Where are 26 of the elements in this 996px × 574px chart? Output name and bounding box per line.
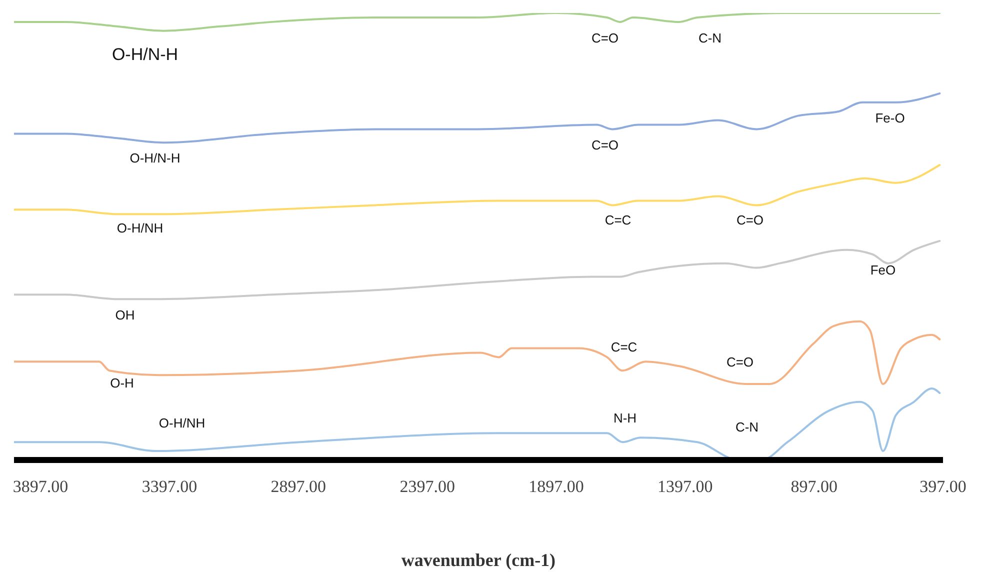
- annotation: C=O: [591, 138, 619, 152]
- x-tick-label: 397.00: [920, 477, 966, 496]
- annotation: C-N: [698, 30, 722, 46]
- annotation: OH: [115, 308, 135, 322]
- x-axis-title: wavenumber (cm-1): [401, 550, 556, 570]
- annotation: O-H: [110, 376, 134, 390]
- annotation: C=O: [736, 212, 764, 228]
- annotation: N-H: [613, 410, 637, 426]
- x-tick-label: 897.00: [790, 477, 838, 496]
- annotation: C=O: [591, 30, 619, 46]
- annotation: FeO: [870, 262, 896, 278]
- annotation: C=C: [604, 212, 632, 228]
- annotation: C-N: [735, 420, 759, 434]
- annotation: O-H/NH: [158, 416, 206, 430]
- annotation: C=C: [610, 340, 638, 354]
- annotation: O-H/N-H: [130, 150, 180, 166]
- annotation: O-H/N-H: [112, 45, 178, 65]
- x-tick-label: 2397.00: [400, 477, 455, 496]
- x-tick-label: 3397.00: [142, 477, 198, 496]
- annotation: O-H/NH: [116, 220, 164, 236]
- annotation: C=O: [726, 354, 754, 370]
- x-tick-label: 3897.00: [12, 477, 68, 496]
- x-tick-label: 1397.00: [658, 477, 713, 496]
- x-tick-label: 1897.00: [528, 477, 584, 496]
- x-tick-label: 2897.00: [270, 477, 326, 496]
- annotation: Fe-O: [875, 110, 905, 126]
